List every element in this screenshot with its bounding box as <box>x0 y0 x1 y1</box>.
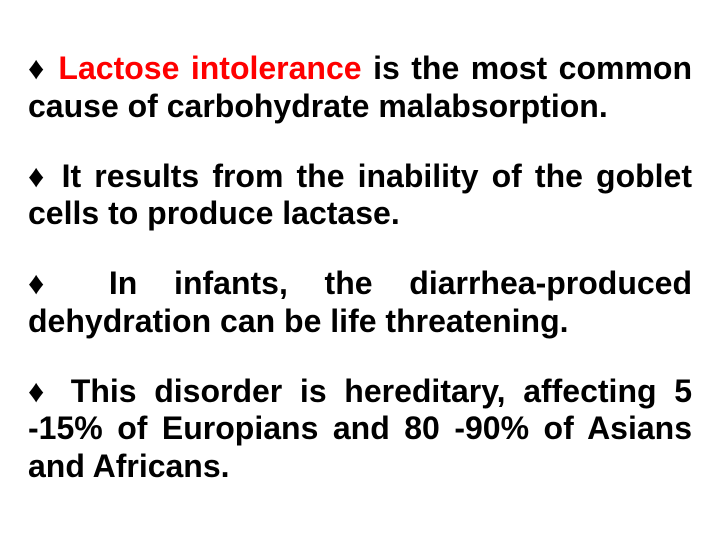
bullet-item-3: ♦ In infants, the diarrhea-produced dehy… <box>28 265 692 341</box>
bullet-text: In infants, the diarrhea-produced dehydr… <box>28 265 692 339</box>
bullet-item-1: ♦ Lactose intolerance is the most common… <box>28 50 692 126</box>
bullet-item-4: ♦ This disorder is hereditary, affecting… <box>28 373 692 486</box>
diamond-icon: ♦ <box>28 158 62 194</box>
bullet-item-2: ♦ It results from the inability of the g… <box>28 158 692 234</box>
bullet-text: This disorder is hereditary, affecting 5… <box>28 373 692 485</box>
slide-container: ♦ Lactose intolerance is the most common… <box>0 0 720 540</box>
diamond-icon: ♦ <box>28 373 71 409</box>
bullet-text: It results from the inability of the gob… <box>28 158 692 232</box>
highlight-text: Lactose intolerance <box>58 50 361 86</box>
diamond-icon: ♦ <box>28 50 58 86</box>
diamond-icon: ♦ <box>28 265 109 301</box>
